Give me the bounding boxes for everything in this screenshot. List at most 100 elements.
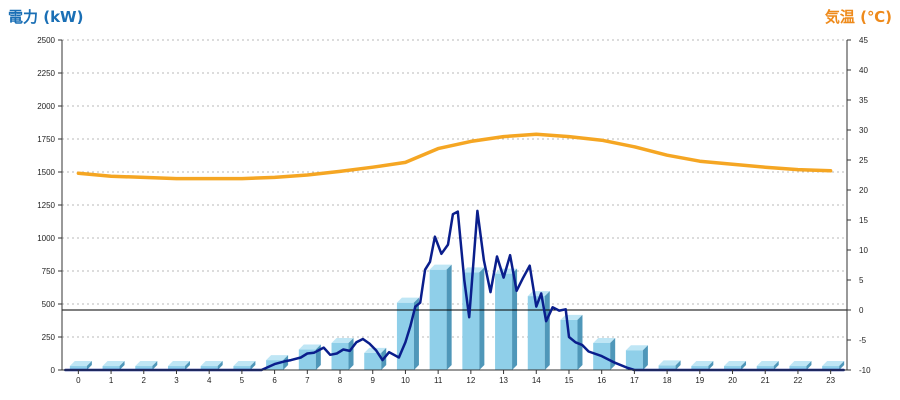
bar-top: [298, 344, 321, 350]
bar-front: [364, 352, 382, 370]
bar-top: [789, 361, 812, 367]
right-tick-label: 45: [859, 36, 868, 45]
power-bar: [822, 361, 845, 370]
x-tick-label: 2: [142, 376, 147, 385]
bar-side: [642, 345, 648, 370]
x-tick-label: 18: [663, 376, 672, 385]
bar-top: [135, 361, 158, 367]
x-tick-label: 14: [532, 376, 541, 385]
bar-front: [429, 269, 447, 370]
bar-side: [217, 361, 223, 370]
tick-labels: 02505007501000125015001750200022502500-1…: [37, 36, 871, 385]
bar-front: [822, 366, 840, 370]
bar-side: [119, 361, 125, 370]
bar-series-power: [69, 264, 845, 370]
power-bar: [560, 314, 583, 370]
bar-front: [560, 319, 578, 370]
right-tick-label: -5: [859, 336, 867, 345]
bar-front: [135, 366, 153, 370]
x-tick-label: 11: [434, 376, 443, 385]
left-tick-label: 500: [42, 300, 56, 309]
left-tick-label: 2250: [37, 69, 55, 78]
right-tick-label: 10: [859, 246, 868, 255]
x-tick-label: 13: [499, 376, 508, 385]
bar-front: [102, 366, 120, 370]
bar-top: [724, 361, 747, 367]
bar-top: [233, 361, 256, 367]
x-tick-label: 4: [207, 376, 212, 385]
bar-side: [152, 361, 158, 370]
power-bar: [756, 361, 779, 370]
x-tick-label: 20: [728, 376, 737, 385]
bar-side: [479, 267, 485, 370]
x-tick-label: 23: [826, 376, 835, 385]
bar-front: [331, 342, 349, 370]
x-tick-label: 0: [76, 376, 81, 385]
power-bar: [495, 268, 518, 370]
power-bar: [167, 361, 190, 370]
bar-front: [527, 296, 545, 370]
left-tick-label: 2500: [37, 36, 55, 45]
x-tick-label: 16: [597, 376, 606, 385]
bar-side: [839, 361, 845, 370]
bar-top: [822, 361, 845, 367]
bar-side: [806, 361, 812, 370]
bar-top: [593, 337, 616, 343]
bar-side: [413, 297, 419, 370]
right-tick-label: 20: [859, 186, 868, 195]
power-bar: [724, 361, 747, 370]
power-bar: [527, 291, 550, 370]
bar-side: [446, 264, 452, 370]
bar-top: [266, 355, 289, 361]
left-tick-label: 0: [51, 366, 56, 375]
power-bar: [102, 361, 125, 370]
x-tick-label: 7: [305, 376, 310, 385]
bar-side: [184, 361, 190, 370]
bar-top: [691, 361, 714, 367]
x-tick-label: 8: [338, 376, 343, 385]
bar-front: [200, 366, 218, 370]
bar-top: [396, 297, 419, 303]
power-bar: [789, 361, 812, 370]
power-bar: [233, 361, 256, 370]
left-tick-label: 1750: [37, 135, 55, 144]
bar-top: [429, 264, 452, 270]
x-tick-label: 3: [174, 376, 179, 385]
bar-side: [610, 337, 616, 370]
power-demand-line: [64, 209, 845, 372]
bar-top: [331, 337, 354, 343]
bar-top: [658, 360, 681, 366]
bar-side: [741, 361, 747, 370]
line-series: [64, 132, 845, 372]
bar-front: [396, 302, 414, 370]
bar-side: [283, 355, 289, 370]
right-tick-label: 15: [859, 216, 868, 225]
x-tick-label: 10: [401, 376, 410, 385]
left-tick-label: 1000: [37, 234, 55, 243]
bar-side: [86, 361, 92, 370]
x-tick-label: 21: [761, 376, 770, 385]
left-tick-label: 750: [42, 267, 56, 276]
x-tick-label: 17: [630, 376, 639, 385]
bar-front: [756, 366, 774, 370]
power-bar: [658, 360, 681, 370]
bar-front: [724, 366, 742, 370]
bar-side: [544, 291, 550, 370]
x-tick-label: 12: [466, 376, 475, 385]
x-tick-label: 15: [565, 376, 574, 385]
right-axis-title: 気温 (℃): [825, 8, 892, 26]
bar-top: [200, 361, 223, 367]
bar-front: [167, 366, 185, 370]
right-tick-label: 35: [859, 96, 868, 105]
x-tick-label: 1: [109, 376, 114, 385]
right-tick-label: 30: [859, 126, 868, 135]
power-bar: [625, 345, 648, 370]
right-tick-label: 0: [859, 306, 864, 315]
bar-side: [512, 268, 518, 370]
axes: [58, 39, 851, 374]
bar-side: [577, 314, 583, 370]
bar-front: [658, 365, 676, 370]
bar-front: [789, 366, 807, 370]
left-axis-title: 電力 (kW): [8, 8, 83, 26]
bar-side: [675, 360, 681, 370]
